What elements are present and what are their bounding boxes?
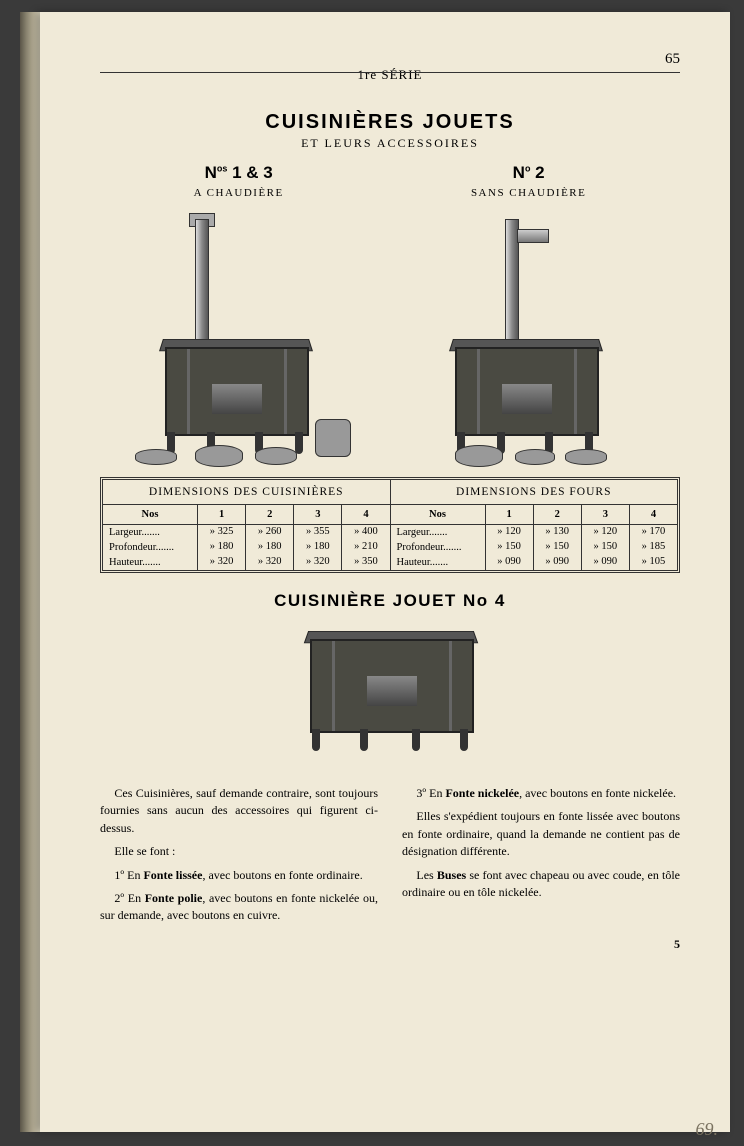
col-num: 1 [486,505,534,524]
cell-value: » 210 [342,540,389,555]
cell-value: » 090 [534,555,582,570]
page-number: 65 [665,51,680,68]
paragraph: 2º En Fonte polie, avec boutons en fonte… [100,890,378,925]
row-label: Hauteur....... [103,555,198,570]
cell-value: » 320 [246,555,294,570]
cell-value: » 150 [582,540,630,555]
table-row: Hauteur.......» 320» 320» 320» 350 [103,555,390,570]
table-row: Largeur.......» 325» 260» 355» 400 [103,525,390,540]
dimensions-tables: DIMENSIONS DES CUISINIÈRES Nos 1 2 3 4 L… [100,477,680,573]
cell-value: » 120 [582,525,630,540]
cell-value: » 105 [630,555,677,570]
cell-value: » 260 [246,525,294,540]
paragraph: Ces Cuisinières, sauf demande contraire,… [100,785,378,837]
cell-value: » 320 [198,555,246,570]
cell-value: » 180 [198,540,246,555]
row-label: Largeur....... [391,525,486,540]
cell-value: » 185 [630,540,677,555]
table-row: Profondeur.......» 150» 150» 150» 185 [391,540,678,555]
variant-right-num: No 2 [471,163,586,183]
cell-value: » 120 [486,525,534,540]
illustration-row [100,209,680,469]
body-text: Ces Cuisinières, sauf demande contraire,… [100,785,680,931]
stove-illustration-left [145,219,345,469]
col-num: 3 [582,505,630,524]
variant-left-label: A CHAUDIÈRE [194,187,284,199]
illustration-single [100,619,680,769]
book-spine [20,12,40,1132]
cell-value: » 180 [294,540,342,555]
paragraph: 3º En Fonte nickelée, avec boutons en fo… [402,785,680,802]
cell-value: » 170 [630,525,677,540]
stove-illustration-4 [300,619,480,759]
table-row: Profondeur.......» 180» 180» 180» 210 [103,540,390,555]
col-num: 4 [342,505,389,524]
signature-number: 5 [100,937,680,952]
table-cuisinieres: DIMENSIONS DES CUISINIÈRES Nos 1 2 3 4 L… [103,480,391,570]
col-num: 3 [294,505,342,524]
paragraph: Elle se font : [100,843,378,860]
paragraph: Les Buses se font avec chapeau ou avec c… [402,867,680,902]
header-rule: 65 [100,72,680,73]
row-label: Profondeur....... [103,540,198,555]
variant-left-num: Nos 1 & 3 [194,163,284,183]
stove-illustration-right [435,219,635,469]
col-num: 4 [630,505,677,524]
main-title: CUISINIÈRES JOUETS [100,111,680,134]
table-row: Hauteur.......» 090» 090» 090» 105 [391,555,678,570]
variant-right-label: SANS CHAUDIÈRE [471,187,586,199]
table-title: DIMENSIONS DES FOURS [391,480,678,505]
cell-value: » 090 [486,555,534,570]
variant-headers: Nos 1 & 3 A CHAUDIÈRE No 2 SANS CHAUDIÈR… [100,163,680,199]
row-label: Profondeur....... [391,540,486,555]
col-header: Nos [391,505,486,524]
cell-value: » 150 [486,540,534,555]
row-label: Largeur....... [103,525,198,540]
cell-value: » 130 [534,525,582,540]
table-title: DIMENSIONS DES CUISINIÈRES [103,480,390,505]
text-column-right: 3º En Fonte nickelée, avec boutons en fo… [402,785,680,931]
handwritten-note: 69. [696,1119,719,1140]
table-row: Largeur.......» 120» 130» 120» 170 [391,525,678,540]
table-fours: DIMENSIONS DES FOURS Nos 1 2 3 4 Largeur… [391,480,678,570]
col-num: 2 [246,505,294,524]
cell-value: » 320 [294,555,342,570]
cell-value: » 400 [342,525,389,540]
subtitle: ET LEURS ACCESSOIRES [100,136,680,151]
section2-title: CUISINIÈRE JOUET No 4 [100,591,680,611]
col-num: 2 [534,505,582,524]
cell-value: » 090 [582,555,630,570]
text-column-left: Ces Cuisinières, sauf demande contraire,… [100,785,378,931]
cell-value: » 350 [342,555,389,570]
row-label: Hauteur....... [391,555,486,570]
paragraph: 1º En Fonte lissée, avec boutons en font… [100,867,378,884]
paragraph: Elles s'expédient toujours en fonte liss… [402,808,680,860]
cell-value: » 355 [294,525,342,540]
series-label: 1re SÉRIE [100,67,680,83]
col-header: Nos [103,505,198,524]
page: 65 1re SÉRIE CUISINIÈRES JOUETS ET LEURS… [40,12,730,1132]
cell-value: » 180 [246,540,294,555]
cell-value: » 325 [198,525,246,540]
cell-value: » 150 [534,540,582,555]
col-num: 1 [198,505,246,524]
